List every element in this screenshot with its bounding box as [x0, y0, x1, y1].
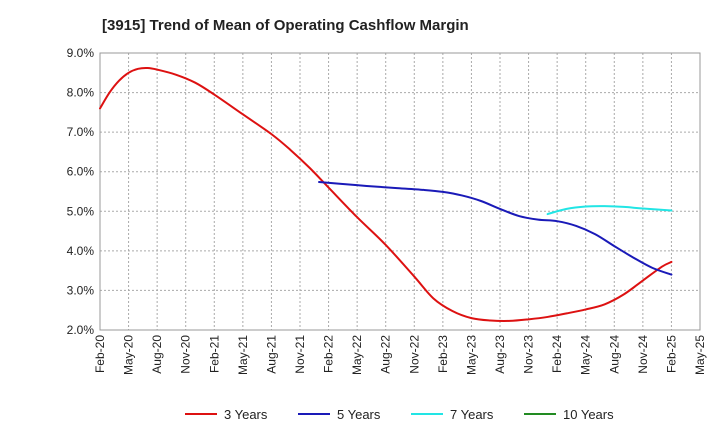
y-axis: 2.0% 3.0% 4.0% 5.0% 6.0% 7.0% 8.0% 9.0%	[67, 46, 95, 337]
x-tick-label: Feb-21	[207, 335, 221, 373]
x-tick-label: Feb-20	[93, 335, 107, 373]
series-line-7-years	[546, 205, 673, 216]
x-tick-label: Feb-22	[322, 335, 336, 373]
y-tick-label: 3.0%	[67, 283, 95, 297]
x-tick-label: Nov-24	[636, 335, 650, 374]
y-tick-label: 9.0%	[67, 46, 95, 60]
x-tick-label: Feb-24	[550, 335, 564, 373]
x-tick-label: May-22	[350, 335, 364, 375]
y-tick-label: 7.0%	[67, 125, 95, 139]
legend-label-3-years: 3 Years	[224, 407, 268, 422]
series-lines	[99, 66, 673, 322]
chart-title: [3915] Trend of Mean of Operating Cashfl…	[102, 17, 469, 34]
x-tick-label: Aug-21	[264, 335, 278, 374]
y-tick-label: 4.0%	[67, 244, 95, 258]
x-tick-label: May-24	[579, 335, 593, 375]
y-tick-label: 5.0%	[67, 204, 95, 218]
x-tick-label: May-25	[693, 335, 707, 375]
x-tick-label: Nov-23	[522, 335, 536, 374]
x-tick-label: Nov-20	[179, 335, 193, 374]
grid	[99, 52, 701, 331]
legend-label-7-years: 7 Years	[450, 407, 494, 422]
series-line-3-years	[99, 66, 673, 322]
plot-area-border	[99, 52, 701, 331]
x-tick-label: May-23	[464, 335, 478, 375]
x-tick-label: Feb-23	[436, 335, 450, 373]
series-line-5-years	[318, 181, 673, 276]
x-tick-label: Nov-22	[407, 335, 421, 374]
x-tick-label: Nov-21	[293, 335, 307, 374]
x-tick-label: Aug-24	[607, 335, 621, 374]
legend-label-10-years: 10 Years	[563, 407, 614, 422]
x-tick-label: May-21	[236, 335, 250, 375]
y-tick-label: 6.0%	[67, 165, 95, 179]
legend: 3 Years 5 Years 7 Years 10 Years	[185, 407, 614, 422]
y-tick-label: 2.0%	[67, 323, 95, 337]
y-tick-label: 8.0%	[67, 86, 95, 100]
x-tick-label: Aug-23	[493, 335, 507, 374]
x-tick-label: May-20	[122, 335, 136, 375]
x-tick-label: Feb-25	[664, 335, 678, 373]
x-tick-label: Aug-22	[379, 335, 393, 374]
x-axis: Feb-20 May-20 Aug-20 Nov-20 Feb-21 May-21 Aug-…	[93, 335, 707, 375]
x-tick-label: Aug-20	[150, 335, 164, 374]
legend-label-5-years: 5 Years	[337, 407, 381, 422]
